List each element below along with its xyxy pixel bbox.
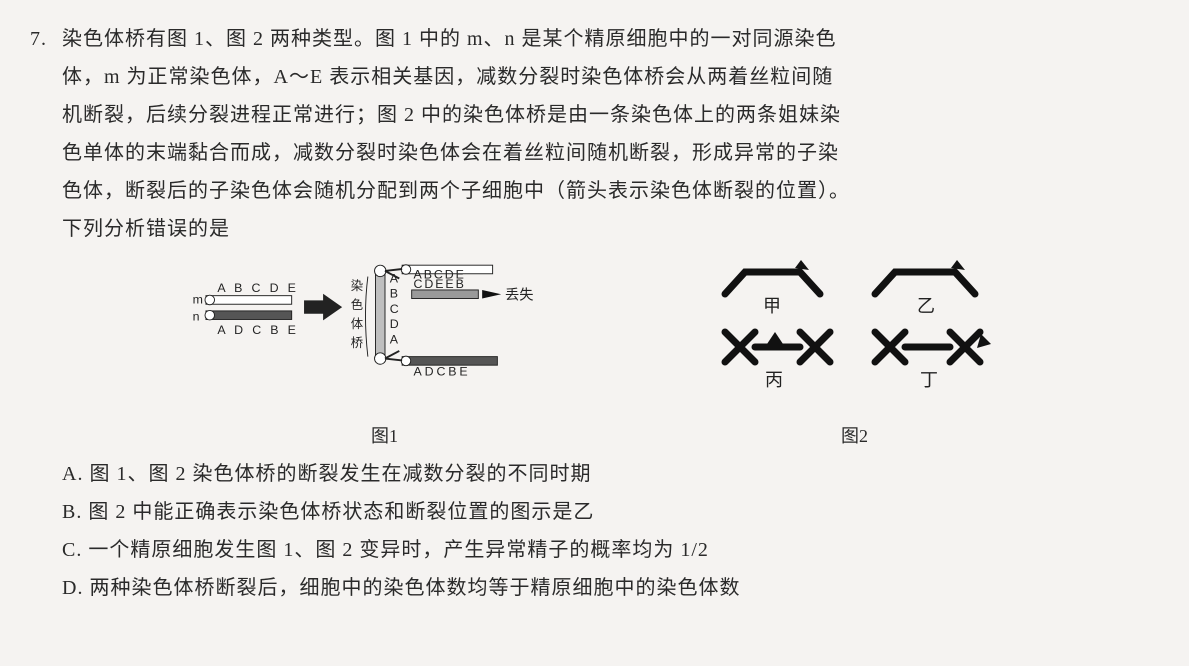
option-d: D. 两种染色体桥断裂后，细胞中的染色体数均等于精原细胞中的染色体数 (62, 569, 1159, 607)
question-stem: 7.染色体桥有图 1、图 2 两种类型。图 1 中的 m、n 是某个精原细胞中的… (30, 20, 1159, 248)
fig1-vert-2: B (389, 287, 397, 301)
figure-2-caption: 图2 (705, 419, 1005, 453)
fig1-vert-4: D (389, 317, 398, 331)
fig1-bottom-seq: ADCBE (413, 365, 470, 379)
fig2-label-d: 丁 (920, 370, 938, 390)
fig1-n-label: n (192, 309, 199, 323)
figure-1: m A B C D E n A D C B E 染 色 体 桥 (185, 254, 585, 453)
fig2-label-c: 丙 (765, 370, 783, 390)
fig2-label-b: 乙 (917, 296, 935, 316)
fig1-n-seq: A D C B E (217, 323, 298, 337)
stem-line-4: 色单体的末端黏合而成，减数分裂时染色体会在着丝粒间随机断裂，形成异常的子染 (30, 134, 1159, 172)
stem-line-1: 染色体桥有图 1、图 2 两种类型。图 1 中的 m、n 是某个精原细胞中的一对… (62, 28, 837, 50)
fig1-vert-5: A (389, 332, 398, 346)
fig1-vert-3: C (389, 302, 398, 316)
fig2-label-a: 甲 (763, 296, 781, 316)
stem-line-6: 下列分析错误的是 (30, 210, 1159, 248)
option-b: B. 图 2 中能正确表示染色体桥状态和断裂位置的图示是乙 (62, 493, 1159, 531)
fig1-bridge-char4: 桥 (350, 336, 362, 350)
options-block: A. 图 1、图 2 染色体桥的断裂发生在减数分裂的不同时期 B. 图 2 中能… (30, 455, 1159, 607)
fig1-lost: 丢失 (505, 286, 534, 303)
fig1-bridge-char3: 体 (350, 317, 363, 331)
figure-2: 甲 乙 丙 丁 图2 (705, 254, 1005, 453)
stem-line-3: 机断裂，后续分裂进程正常进行；图 2 中的染色体桥是由一条染色体上的两条姐妹染 (30, 96, 1159, 134)
option-c: C. 一个精原细胞发生图 1、图 2 变异时，产生异常精子的概率均为 1/2 (62, 531, 1159, 569)
figure-1-caption: 图1 (185, 419, 585, 453)
question-number: 7. (30, 20, 62, 58)
stem-line-2: 体，m 为正常染色体，A～E 表示相关基因，减数分裂时染色体桥会从两着丝粒间随 (30, 58, 1159, 96)
figure-2-svg: 甲 乙 丙 丁 (705, 254, 1005, 404)
stem-line-5: 色体，断裂后的子染色体会随机分配到两个子细胞中（箭头表示染色体断裂的位置）。 (30, 172, 1159, 210)
fig1-bridge-char2: 色 (350, 297, 362, 312)
fig1-mid-seq: CDEEB (413, 277, 465, 291)
figure-1-svg: m A B C D E n A D C B E 染 色 体 桥 (185, 254, 585, 404)
option-a: A. 图 1、图 2 染色体桥的断裂发生在减数分裂的不同时期 (62, 455, 1159, 493)
fig1-bridge-char1: 染 (350, 278, 362, 293)
figure-row: m A B C D E n A D C B E 染 色 体 桥 (30, 254, 1159, 453)
fig1-m-seq: A B C D E (217, 281, 298, 295)
fig1-m-label: m (192, 292, 202, 306)
